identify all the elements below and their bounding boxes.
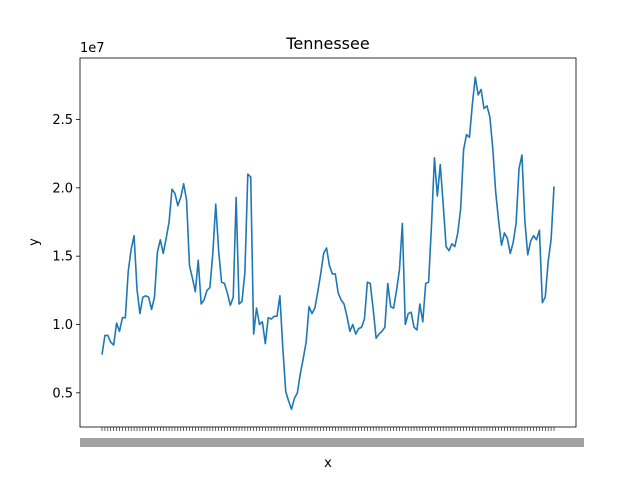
y-axis-label: y — [27, 238, 42, 246]
y-tick-label: 1.5 — [52, 250, 73, 265]
y-tick-label: 0.5 — [52, 386, 73, 401]
x-tick-labels-overlapped — [80, 438, 584, 447]
series-layer — [101, 76, 555, 411]
y-axis-offset-label: 1e7 — [80, 41, 105, 56]
y-axis-ticks: 0.5 1.0 1.5 2.0 2.5 — [52, 113, 80, 401]
y-tick-label: 2.0 — [52, 181, 73, 196]
y-tick-label: 2.5 — [52, 113, 73, 128]
x-axis-label: x — [324, 456, 332, 471]
plot-frame — [79, 57, 577, 428]
plot-area — [80, 58, 576, 427]
x-axis-ticks — [80, 427, 584, 447]
chart-title: Tennessee — [285, 34, 369, 53]
y-tick-label: 1.0 — [52, 318, 73, 333]
series-line — [101, 76, 555, 411]
